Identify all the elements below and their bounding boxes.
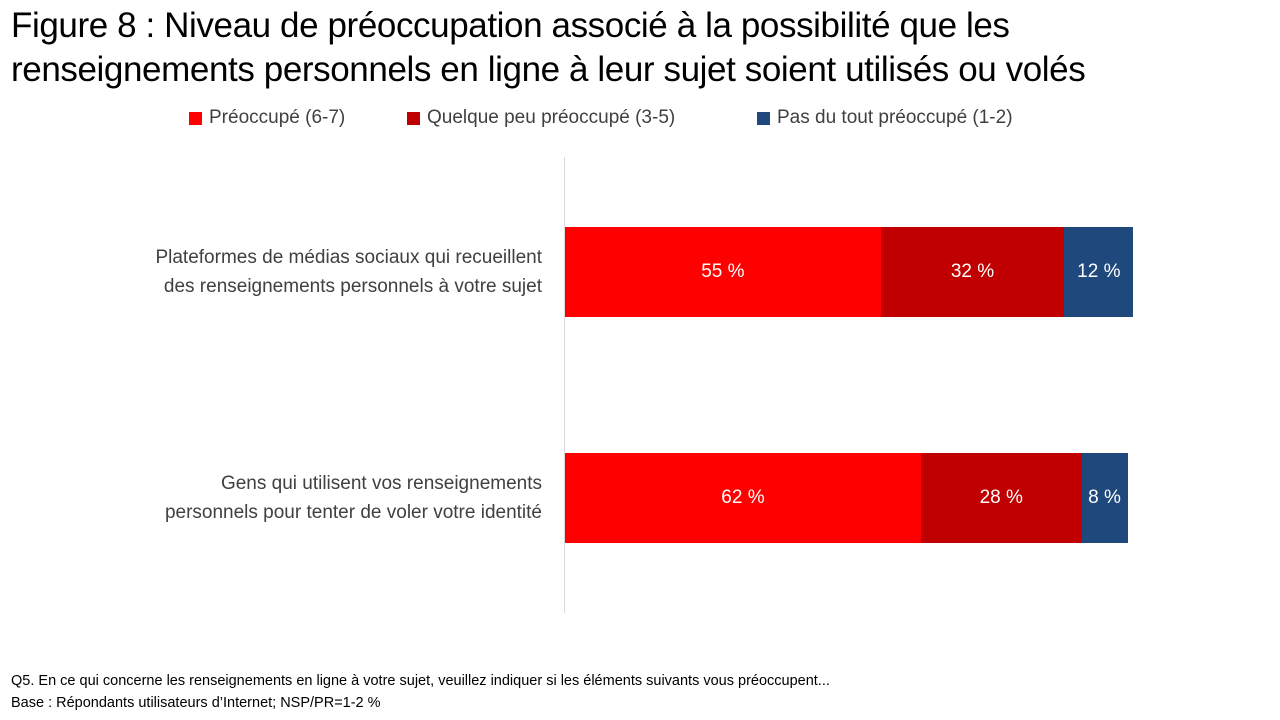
footnote-question: Q5. En ce qui concerne les renseignement… (11, 673, 830, 689)
chart-legend: Préoccupé (6-7) Quelque peu préoccupé (3… (0, 107, 1280, 135)
category-label-identity-theft-line-1: Gens qui utilisent vos renseignements (220, 473, 542, 494)
chart-title-line-1: Figure 8 : Niveau de préoccupation assoc… (11, 6, 1010, 45)
data-label-identity-theft-pas-du-tout: 8 % (1088, 487, 1121, 508)
category-label-identity-theft-line-2: personnels pour tenter de voler votre id… (164, 502, 542, 523)
legend-item-preoccupe: Préoccupé (6-7) (189, 107, 345, 129)
bar-segment-social-media-preoccupe: 55 % (565, 227, 881, 317)
bar-segment-social-media-pas-du-tout: 12 % (1064, 227, 1134, 317)
data-label-social-media-preoccupe: 55 % (701, 261, 745, 282)
chart-title: Figure 8 : Niveau de préoccupation assoc… (11, 4, 1271, 92)
category-axis-line (564, 157, 565, 613)
data-label-identity-theft-quelque-peu: 28 % (979, 487, 1023, 508)
category-label-social-media-line-2: des renseignements personnels à votre su… (163, 276, 542, 297)
data-label-social-media-quelque-peu: 32 % (950, 261, 995, 282)
legend-label-pas-du-tout: Pas du tout préoccupé (1-2) (777, 107, 1013, 128)
category-label-social-media: Plateformes de médias sociaux qui recuei… (40, 243, 542, 301)
legend-swatch-pas-du-tout (757, 111, 770, 125)
legend-swatch-preoccupe (189, 111, 202, 125)
bar-segment-social-media-quelque-peu: 32 % (880, 227, 1065, 317)
bar-segment-identity-theft-quelque-peu: 28 % (920, 453, 1082, 543)
legend-label-quelque-peu: Quelque peu préoccupé (3-5) (427, 107, 676, 128)
legend-swatch-quelque-peu (407, 111, 420, 125)
legend-label-preoccupe: Préoccupé (6-7) (209, 107, 346, 128)
bar-segment-identity-theft-preoccupe: 62 % (565, 453, 921, 543)
category-label-identity-theft: Gens qui utilisent vos renseignements pe… (40, 469, 542, 527)
legend-item-quelque-peu: Quelque peu préoccupé (3-5) (407, 107, 675, 129)
data-label-identity-theft-preoccupe: 62 % (721, 487, 765, 508)
chart-title-line-2: renseignements personnels en ligne à leu… (11, 50, 1086, 89)
category-label-social-media-line-1: Plateformes de médias sociaux qui recuei… (155, 247, 542, 268)
bar-segment-identity-theft-pas-du-tout: 8 % (1081, 453, 1128, 543)
footnote-base: Base : Répondants utilisateurs d’Interne… (11, 695, 381, 711)
legend-item-pas-du-tout: Pas du tout préoccupé (1-2) (757, 107, 1013, 129)
data-label-social-media-pas-du-tout: 12 % (1077, 261, 1121, 282)
